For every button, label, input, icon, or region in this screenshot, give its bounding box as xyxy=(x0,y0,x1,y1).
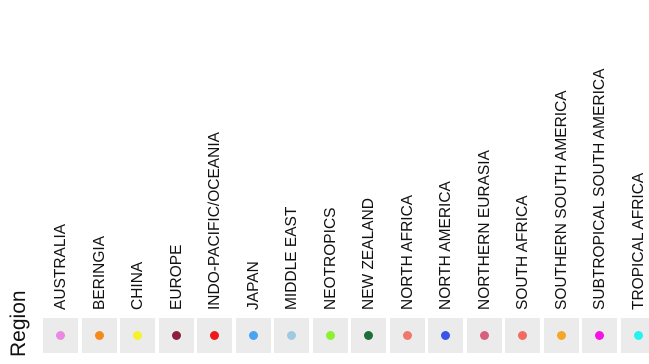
legend-label-2: CHINA xyxy=(129,261,146,310)
legend-key-3 xyxy=(158,318,194,353)
legend-swatch-15 xyxy=(633,331,643,340)
legend-label-3: EUROPE xyxy=(167,244,185,310)
legend-label-13: SOUTHERN SOUTH AMERICA xyxy=(552,90,570,310)
legend-key-13 xyxy=(543,318,579,353)
legend-key-6 xyxy=(274,318,309,353)
legend-swatch-14 xyxy=(595,331,604,340)
legend-swatch-2 xyxy=(133,331,142,340)
legend-swatch-3 xyxy=(171,331,181,340)
legend-key-5 xyxy=(235,318,271,353)
legend-label-7: NEOTROPICS xyxy=(321,207,339,310)
legend-label-15: TROPICAL AFRICA xyxy=(629,172,647,310)
legend-swatch-9 xyxy=(402,331,412,340)
legend-label-10: NORTH AMERICA xyxy=(437,181,454,310)
legend-label-11: NORTHERN EURASIA xyxy=(475,150,493,310)
legend-key-2 xyxy=(120,318,155,353)
legend-swatch-8 xyxy=(364,331,373,340)
legend-title: Region xyxy=(7,290,30,357)
legend-key-11 xyxy=(466,318,502,353)
legend-swatch-7 xyxy=(325,331,335,340)
legend-swatch-10 xyxy=(441,331,450,340)
legend-key-12 xyxy=(505,318,540,353)
legend-label-0: AUSTRALIA xyxy=(52,223,69,310)
legend-swatch-6 xyxy=(287,331,296,340)
legend-label-6: MIDDLE EAST xyxy=(283,206,300,310)
legend-label-9: NORTH AFRICA xyxy=(398,194,416,310)
legend-swatch-4 xyxy=(210,331,219,340)
legend-label-14: SUBTROPICAL SOUTH AMERICA xyxy=(591,68,608,310)
legend-key-8 xyxy=(351,318,386,353)
legend-swatch-13 xyxy=(556,331,566,340)
legend-label-8: NEW ZEALAND xyxy=(360,198,377,310)
legend-key-4 xyxy=(197,318,232,353)
legend-swatch-12 xyxy=(518,331,527,340)
legend-key-10 xyxy=(428,318,463,353)
legend-label-1: BERINGIA xyxy=(90,235,108,310)
legend-key-15 xyxy=(620,318,649,353)
legend-label-4: INDO-PACIFIC/OCEANIA xyxy=(206,132,223,310)
legend-swatch-5 xyxy=(248,331,258,340)
legend-label-5: JAPAN xyxy=(244,261,262,310)
legend-label-12: SOUTH AFRICA xyxy=(514,195,531,310)
legend-key-0 xyxy=(43,318,78,353)
legend-swatch-0 xyxy=(56,331,65,340)
legend-key-9 xyxy=(389,318,425,353)
legend-key-7 xyxy=(312,318,348,353)
legend-key-1 xyxy=(81,318,117,353)
legend-key-14 xyxy=(582,318,617,353)
legend-swatch-11 xyxy=(479,331,489,340)
legend-swatch-1 xyxy=(94,331,104,340)
